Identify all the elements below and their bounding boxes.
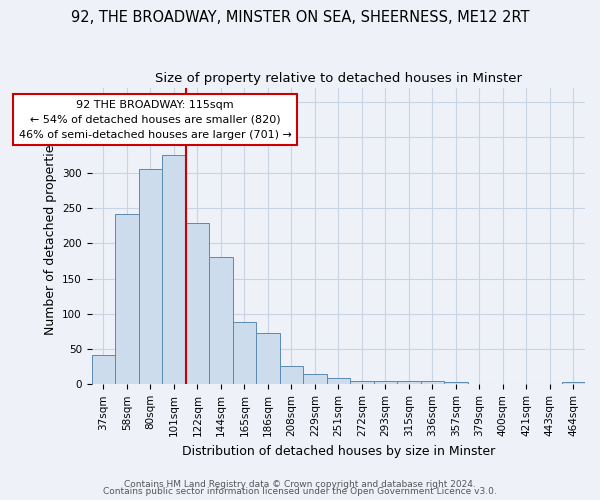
Bar (303, 374, 326, 384)
Title: Size of property relative to detached houses in Minster: Size of property relative to detached ho… (155, 72, 522, 86)
Text: 92, THE BROADWAY, MINSTER ON SEA, SHEERNESS, ME12 2RT: 92, THE BROADWAY, MINSTER ON SEA, SHEERN… (71, 10, 529, 25)
Text: Contains public sector information licensed under the Open Government Licence v3: Contains public sector information licen… (103, 488, 497, 496)
Bar (115, 214, 139, 384)
Bar (421, 382, 444, 384)
X-axis label: Distribution of detached houses by size in Minster: Distribution of detached houses by size … (182, 444, 495, 458)
Bar (209, 258, 233, 384)
Bar (92, 354, 115, 384)
Text: 92 THE BROADWAY: 115sqm
← 54% of detached houses are smaller (820)
46% of semi-d: 92 THE BROADWAY: 115sqm ← 54% of detache… (19, 100, 292, 140)
Bar (139, 169, 162, 384)
Bar (233, 322, 256, 384)
Bar (185, 224, 209, 384)
Bar (162, 155, 185, 384)
Bar (444, 382, 467, 384)
Bar (350, 382, 374, 384)
Y-axis label: Number of detached properties: Number of detached properties (44, 138, 56, 334)
Bar (280, 366, 303, 384)
Bar (256, 333, 280, 384)
Bar (326, 378, 350, 384)
Bar (374, 382, 397, 384)
Bar (562, 382, 585, 384)
Bar (397, 382, 421, 384)
Text: Contains HM Land Registry data © Crown copyright and database right 2024.: Contains HM Land Registry data © Crown c… (124, 480, 476, 489)
